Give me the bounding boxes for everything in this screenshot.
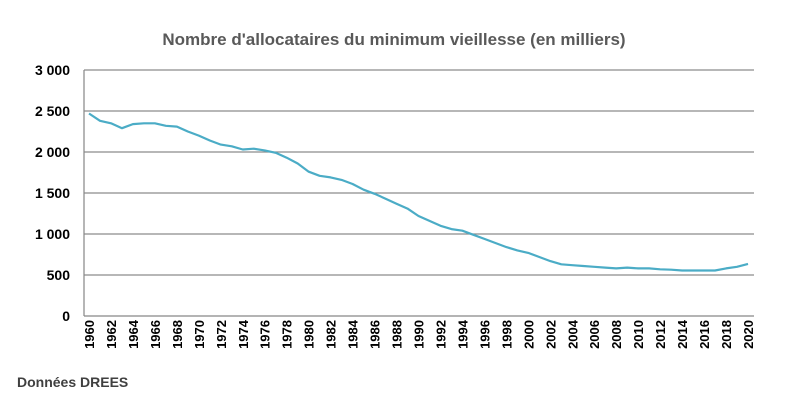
x-tick-label: 2014 (675, 319, 690, 349)
x-tick-label: 1972 (214, 320, 229, 349)
x-tick-label: 2016 (697, 320, 712, 349)
x-tick-label: 2008 (609, 320, 624, 349)
chart-title: Nombre d'allocataires du minimum vieille… (162, 30, 626, 49)
data-source: Données DREES (17, 374, 129, 390)
x-tick-label: 1976 (258, 320, 273, 349)
x-tick-label: 1988 (390, 320, 405, 349)
x-tick-label: 1990 (412, 320, 427, 349)
data-line (88, 112, 749, 272)
x-tick-label: 1970 (192, 320, 207, 349)
x-tick-label: 2010 (631, 320, 646, 349)
x-tick-label: 2020 (741, 320, 756, 349)
x-tick-label: 1968 (170, 320, 185, 349)
x-tick-label: 1992 (433, 320, 448, 349)
x-tick-label: 1982 (324, 320, 339, 349)
x-tick-label: 1984 (346, 319, 361, 349)
x-tick-label: 1986 (368, 320, 383, 349)
x-tick-label: 2000 (521, 320, 536, 349)
y-tick-label: 1 500 (35, 185, 70, 201)
x-tick-label: 2006 (587, 320, 602, 349)
y-tick-label: 500 (47, 267, 71, 283)
x-tick-label: 1998 (499, 320, 514, 349)
x-tick-label: 2018 (719, 320, 734, 349)
x-tick-label: 1974 (236, 319, 251, 349)
x-tick-label: 2004 (565, 319, 580, 349)
x-tick-label: 1960 (82, 320, 97, 349)
x-tick-label: 1994 (455, 319, 470, 349)
y-tick-label: 0 (62, 308, 70, 324)
x-tick-label: 2002 (543, 320, 558, 349)
y-tick-label: 1 000 (35, 226, 70, 242)
x-tick-label: 1980 (302, 320, 317, 349)
y-tick-label: 2 000 (35, 144, 70, 160)
x-tick-label: 2012 (653, 320, 668, 349)
x-tick-label: 1962 (104, 320, 119, 349)
x-tick-label: 1996 (477, 320, 492, 349)
y-tick-label: 3 000 (35, 62, 70, 78)
x-tick-label: 1966 (148, 320, 163, 349)
x-tick-label: 1964 (126, 319, 141, 349)
y-tick-label: 2 500 (35, 103, 70, 119)
x-tick-label: 1978 (280, 320, 295, 349)
